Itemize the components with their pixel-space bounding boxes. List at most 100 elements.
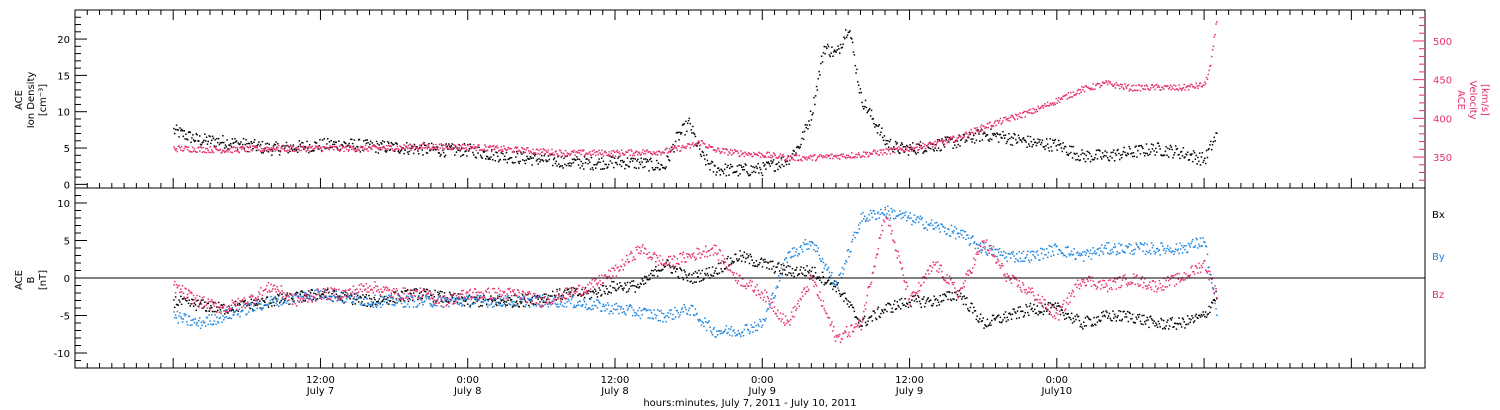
point-density <box>752 166 754 168</box>
point-velocity <box>777 157 779 160</box>
point-density <box>897 150 899 152</box>
point-velocity <box>669 151 672 153</box>
point-by <box>384 298 386 300</box>
point-bx <box>1088 318 1090 320</box>
point-by <box>766 310 768 312</box>
point-velocity <box>1067 92 1069 94</box>
point-bx <box>230 310 233 312</box>
point-by <box>601 305 604 307</box>
point-velocity <box>631 150 633 152</box>
point-bx <box>1186 315 1189 317</box>
point-bx <box>500 300 502 302</box>
point-velocity <box>289 148 291 150</box>
point-velocity <box>611 150 613 152</box>
point-by <box>678 316 680 318</box>
point-by <box>595 299 598 301</box>
point-density <box>836 49 838 51</box>
point-by <box>753 321 756 324</box>
point-velocity <box>1027 112 1029 114</box>
point-density <box>326 143 328 145</box>
point-by <box>465 298 467 301</box>
point-bx <box>838 289 840 292</box>
point-velocity <box>872 150 874 153</box>
point-by <box>795 251 797 253</box>
point-by <box>321 296 324 299</box>
point-density <box>1032 143 1034 146</box>
point-bx <box>625 291 628 293</box>
point-density <box>1216 132 1218 134</box>
point-by <box>728 327 730 330</box>
point-by <box>266 303 268 306</box>
point-by <box>882 213 885 216</box>
point-bx <box>1200 313 1203 316</box>
point-by <box>953 230 955 232</box>
point-velocity <box>290 145 292 147</box>
point-bx <box>1202 311 1204 313</box>
point-bx <box>199 303 201 305</box>
point-by <box>553 296 556 298</box>
point-bx <box>596 296 599 298</box>
point-velocity <box>245 150 247 153</box>
point-density <box>1061 150 1063 153</box>
point-velocity <box>839 158 841 160</box>
point-density <box>555 160 557 163</box>
point-density <box>1119 158 1121 161</box>
point-density <box>306 140 308 143</box>
point-by <box>222 315 224 317</box>
point-velocity <box>559 149 562 152</box>
point-by <box>337 297 339 299</box>
point-bx <box>740 255 742 257</box>
point-velocity <box>705 146 707 148</box>
point-density <box>767 161 770 163</box>
point-by <box>583 298 585 301</box>
point-by <box>940 223 942 225</box>
point-velocity <box>513 151 515 153</box>
point-by <box>238 308 240 310</box>
point-density <box>1107 159 1110 161</box>
point-density <box>292 144 295 146</box>
point-velocity <box>236 147 239 149</box>
point-bx <box>324 296 326 298</box>
point-bx <box>316 298 319 300</box>
point-velocity <box>293 150 295 152</box>
point-velocity <box>1161 86 1163 88</box>
point-by <box>373 303 375 305</box>
point-velocity <box>786 157 789 159</box>
point-velocity <box>1156 83 1158 86</box>
point-bx <box>424 290 426 292</box>
point-density <box>628 166 630 168</box>
point-velocity <box>1015 113 1017 116</box>
point-bx <box>1116 316 1118 319</box>
point-by <box>837 287 839 289</box>
point-by <box>488 304 490 306</box>
point-by <box>619 308 622 310</box>
point-velocity <box>1193 87 1196 89</box>
point-bx <box>283 301 285 304</box>
point-density <box>764 163 766 166</box>
point-density <box>801 137 803 140</box>
point-density <box>345 142 347 145</box>
point-velocity <box>721 150 723 153</box>
point-density <box>217 141 219 144</box>
point-by <box>827 266 830 269</box>
point-density <box>847 31 850 34</box>
point-velocity <box>1066 98 1069 100</box>
point-density <box>725 174 728 177</box>
point-velocity <box>887 148 889 150</box>
point-velocity <box>320 146 322 148</box>
point-velocity <box>754 153 757 155</box>
point-density <box>735 171 737 173</box>
point-density <box>639 163 642 166</box>
point-velocity <box>216 148 218 151</box>
point-bx <box>461 296 463 298</box>
point-density <box>576 156 578 158</box>
point-by <box>344 290 346 293</box>
point-by <box>498 304 501 306</box>
point-by <box>395 299 398 301</box>
point-bx <box>713 272 716 274</box>
point-velocity <box>413 149 416 151</box>
point-density <box>967 137 970 139</box>
point-density <box>883 135 886 137</box>
point-velocity <box>366 148 368 150</box>
point-bx <box>286 292 289 294</box>
